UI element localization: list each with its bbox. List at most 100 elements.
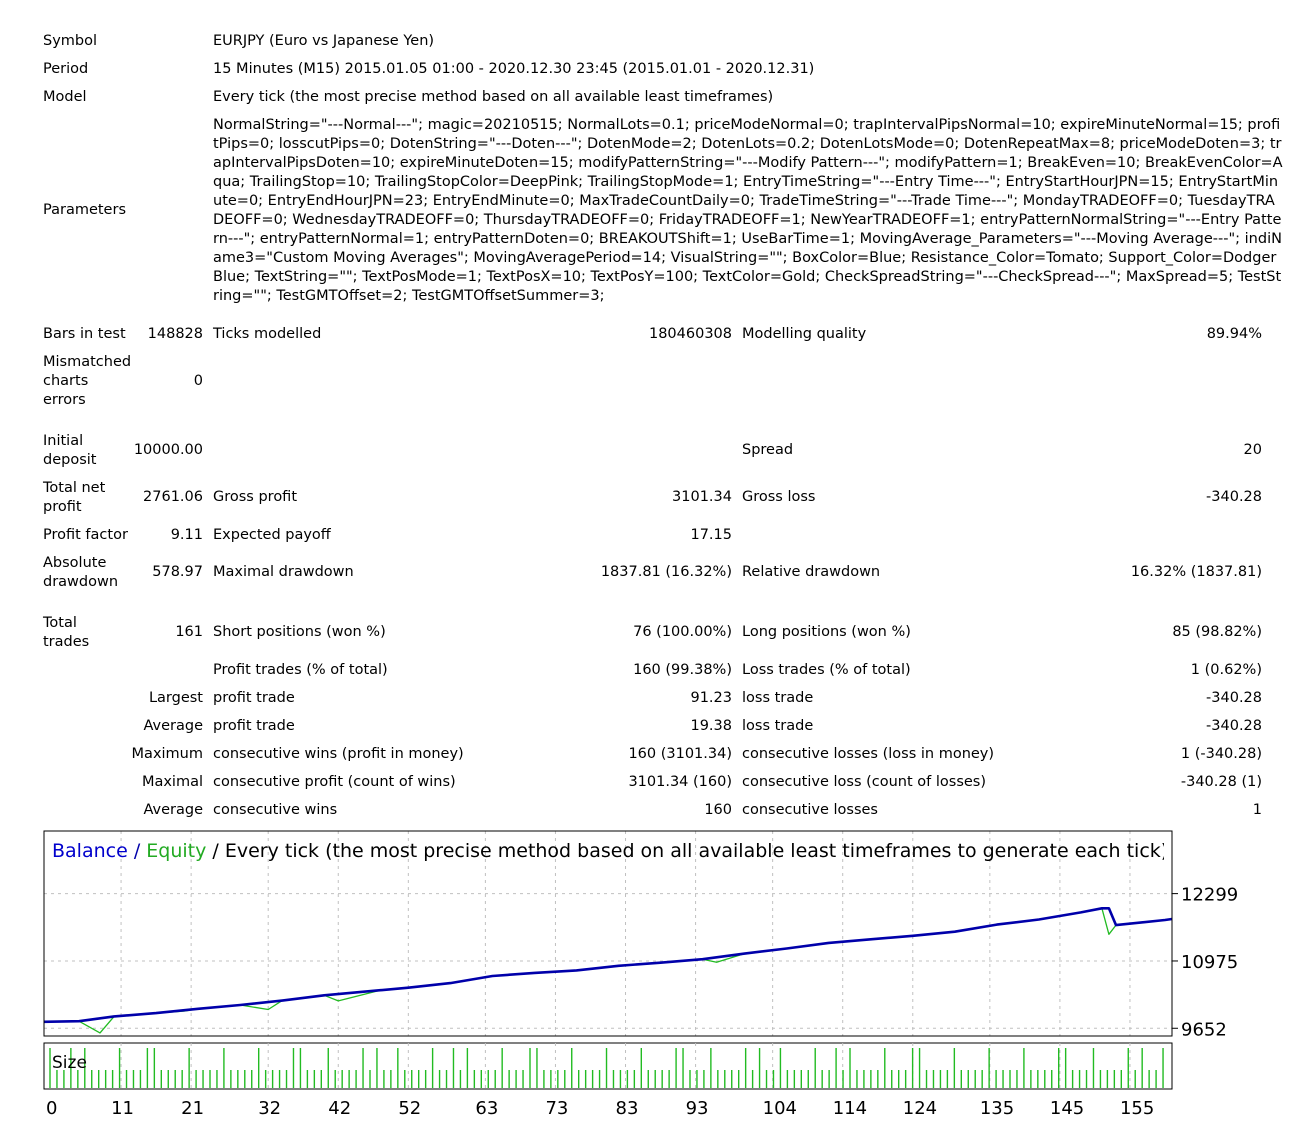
parameters-label: Parameters — [43, 202, 126, 218]
profit-trades-label: Profit trades (% of total) — [213, 662, 388, 678]
maximal-cons-profit-label: consecutive profit (count of wins) — [213, 774, 456, 790]
ticks-modelled-value: 180460308 — [648, 326, 732, 342]
y-tick-label: 12299 — [1181, 885, 1238, 906]
x-tick-label: 114 — [833, 1098, 867, 1119]
title-equity: Equity — [146, 840, 206, 862]
x-tick-label: 145 — [1050, 1098, 1084, 1119]
absolute-drawdown-value: 578.97 — [152, 564, 203, 580]
x-tick-label: 63 — [475, 1098, 498, 1119]
x-tick-label: 135 — [980, 1098, 1014, 1119]
title-sep: / — [128, 840, 146, 862]
title-balance: Balance — [52, 840, 128, 862]
mismatched-label-3: errors — [43, 392, 86, 408]
absolute-drawdown-label-2: drawdown — [43, 574, 119, 590]
period-label: Period — [43, 61, 89, 77]
total-net-profit-label-2: profit — [43, 499, 82, 515]
spread-value: 20 — [1243, 442, 1262, 458]
size-label: Size — [52, 1053, 87, 1073]
average-label: Average — [143, 718, 203, 734]
x-tick-label: 155 — [1120, 1098, 1154, 1119]
parameters-value: NormalString="---Normal---"; magic=20210… — [213, 117, 1283, 304]
total-trades-label-2: trades — [43, 634, 90, 650]
average-loss-label: loss trade — [742, 718, 814, 734]
profit-factor-label: Profit factor — [43, 527, 128, 543]
balance-equity-chart: 0 11 21 32 42 52 63 73 83 93 104 114 124 135 145 155 965… — [0, 826, 1300, 1129]
x-tick-label: 124 — [903, 1098, 937, 1119]
max-cons-losses-value: 1 (-340.28) — [1180, 746, 1262, 762]
main-plot-border — [43, 830, 1173, 1037]
maximal-label: Maximal — [141, 774, 203, 790]
maximal-drawdown-value: 1837.81 (16.32%) — [600, 564, 732, 580]
expected-payoff-value: 17.15 — [690, 527, 732, 543]
average-cons-label: Average — [143, 802, 203, 818]
expected-payoff-label: Expected payoff — [213, 527, 331, 543]
max-cons-wins-value: 160 (3101.34) — [628, 746, 732, 762]
mismatched-label-2: charts — [43, 373, 89, 389]
x-tick-label: 0 — [46, 1098, 57, 1119]
maximal-cons-loss-value: -340.28 (1) — [1180, 774, 1262, 790]
loss-trades-value: 1 (0.62%) — [1190, 662, 1262, 678]
lines-layer — [43, 906, 1173, 1034]
x-tick-label: 83 — [616, 1098, 639, 1119]
gross-loss-value: -340.28 — [1206, 489, 1262, 505]
largest-loss-label: loss trade — [742, 690, 814, 706]
symbol-value: EURJPY (Euro vs Japanese Yen) — [213, 33, 435, 49]
bars-in-test-label: Bars in test — [43, 326, 126, 342]
chart-svg: 0 11 21 32 42 52 63 73 83 93 104 114 124 135 145 155 965… — [43, 830, 1259, 1119]
mismatched-label-1: Mismatched — [43, 354, 132, 370]
grid-layer — [44, 831, 1172, 1089]
average-profit-label: profit trade — [213, 718, 295, 734]
avg-cons-wins-label: consecutive wins — [213, 802, 338, 818]
total-trades-value: 161 — [175, 624, 203, 640]
initial-deposit-label-1: Initial — [43, 433, 84, 449]
x-tick-label: 73 — [545, 1098, 568, 1119]
main-plot-frame — [43, 830, 1173, 1037]
long-positions-label: Long positions (won %) — [742, 624, 911, 640]
axis-layer: 0 11 21 32 42 52 63 73 83 93 104 114 124 135 145 155 965… — [46, 885, 1238, 1119]
size-bars-layer — [49, 1048, 1164, 1088]
ticks-modelled-label: Ticks modelled — [213, 326, 322, 342]
chart-title: Balance / Equity / Every tick (the most … — [52, 840, 1259, 862]
absolute-drawdown-label-1: Absolute — [43, 555, 107, 571]
x-tick-label: 52 — [398, 1098, 421, 1119]
mismatched-value: 0 — [193, 373, 203, 389]
y-tick-label: 9652 — [1181, 1019, 1227, 1040]
spread-label: Spread — [742, 442, 794, 458]
size-plot-frame — [43, 1042, 1173, 1090]
total-net-profit-label-1: Total net — [43, 480, 106, 496]
model-value: Every tick (the most precise method base… — [213, 89, 774, 105]
bars-in-test-value: 148828 — [147, 326, 203, 342]
long-positions-value: 85 (98.82%) — [1172, 624, 1262, 640]
x-tick-label: 93 — [686, 1098, 709, 1119]
short-positions-value: 76 (100.00%) — [633, 624, 732, 640]
x-tick-label: 104 — [763, 1098, 797, 1119]
gross-loss-label: Gross loss — [742, 489, 816, 505]
x-tick-label: 32 — [258, 1098, 281, 1119]
maximal-cons-loss-label: consecutive loss (count of losses) — [742, 774, 987, 790]
loss-trades-label: Loss trades (% of total) — [742, 662, 911, 678]
total-net-profit-value: 2761.06 — [143, 489, 203, 505]
y-tick-label: 10975 — [1181, 952, 1238, 973]
largest-loss-value: -340.28 — [1206, 690, 1262, 706]
short-positions-label: Short positions (won %) — [213, 624, 386, 640]
relative-drawdown-label: Relative drawdown — [742, 564, 881, 580]
largest-profit-value: 91.23 — [690, 690, 732, 706]
model-label: Model — [43, 89, 87, 105]
initial-deposit-value: 10000.00 — [133, 442, 203, 458]
x-tick-label: 21 — [181, 1098, 204, 1119]
chart-title-clip: Balance / Equity / Every tick (the most … — [52, 840, 1259, 862]
relative-drawdown-value: 16.32% (1837.81) — [1130, 564, 1262, 580]
largest-profit-label: profit trade — [213, 690, 295, 706]
gross-profit-value: 3101.34 — [672, 489, 732, 505]
largest-label: Largest — [148, 690, 203, 706]
maximal-drawdown-label: Maximal drawdown — [213, 564, 354, 580]
profit-factor-value: 9.11 — [170, 527, 203, 543]
avg-cons-wins-value: 160 — [704, 802, 732, 818]
avg-cons-losses-value: 1 — [1252, 802, 1262, 818]
modelling-quality-label: Modelling quality — [742, 326, 867, 342]
balance-line — [43, 906, 1173, 1024]
maximal-cons-profit-value: 3101.34 (160) — [628, 774, 732, 790]
x-tick-label: 42 — [328, 1098, 351, 1119]
average-loss-value: -340.28 — [1206, 718, 1262, 734]
gross-profit-label: Gross profit — [213, 489, 298, 505]
